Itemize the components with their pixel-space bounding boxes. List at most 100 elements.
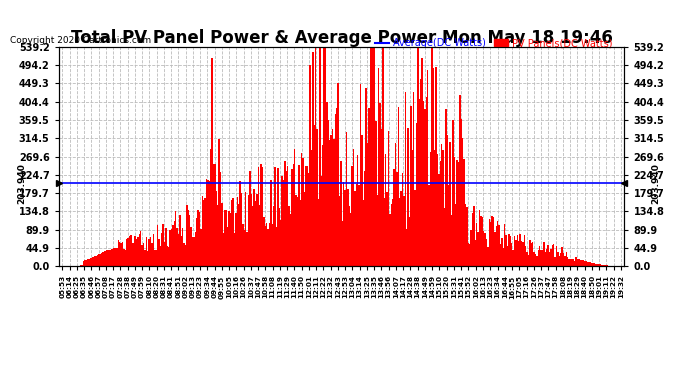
Bar bbox=[487, 247, 489, 266]
Bar bbox=[393, 169, 395, 266]
Bar bbox=[484, 233, 486, 266]
Bar bbox=[506, 246, 508, 266]
Bar bbox=[504, 224, 505, 266]
Bar bbox=[440, 161, 441, 266]
Bar bbox=[491, 216, 493, 266]
Bar bbox=[130, 235, 132, 266]
Bar bbox=[165, 228, 166, 266]
Bar bbox=[355, 184, 357, 266]
Bar bbox=[475, 240, 476, 266]
Bar bbox=[306, 166, 308, 266]
Bar bbox=[294, 149, 295, 266]
Bar bbox=[365, 88, 367, 266]
Bar bbox=[129, 236, 130, 266]
Bar bbox=[362, 200, 364, 266]
Bar bbox=[386, 192, 388, 266]
Bar bbox=[242, 224, 244, 266]
Bar bbox=[312, 52, 313, 266]
Text: 203.940: 203.940 bbox=[17, 163, 26, 204]
Bar bbox=[276, 227, 277, 266]
Bar bbox=[174, 221, 175, 266]
Bar bbox=[509, 236, 511, 266]
Bar bbox=[434, 150, 435, 266]
Bar bbox=[410, 106, 411, 266]
Bar bbox=[378, 68, 380, 266]
Bar bbox=[571, 259, 573, 266]
Bar bbox=[441, 144, 442, 266]
Bar bbox=[196, 218, 197, 266]
Bar bbox=[402, 174, 403, 266]
Bar bbox=[336, 108, 337, 266]
Bar bbox=[588, 262, 589, 266]
Bar bbox=[108, 250, 109, 266]
Bar bbox=[139, 234, 140, 266]
Bar bbox=[600, 265, 602, 266]
Bar bbox=[427, 70, 428, 266]
Bar bbox=[97, 255, 98, 266]
Bar bbox=[146, 237, 147, 266]
Bar bbox=[310, 150, 312, 266]
Bar bbox=[150, 237, 151, 266]
Bar bbox=[264, 226, 266, 266]
Bar bbox=[407, 128, 408, 266]
Bar bbox=[186, 205, 188, 266]
Bar bbox=[326, 102, 328, 266]
Bar bbox=[498, 225, 500, 266]
Bar bbox=[521, 242, 522, 266]
Bar bbox=[339, 196, 340, 266]
Bar bbox=[453, 157, 455, 266]
Bar bbox=[426, 97, 427, 266]
Bar bbox=[428, 185, 430, 266]
Bar bbox=[119, 242, 120, 266]
Bar bbox=[188, 210, 189, 266]
Bar bbox=[489, 219, 490, 266]
Bar bbox=[539, 246, 540, 266]
Bar bbox=[389, 214, 391, 266]
Bar bbox=[408, 217, 410, 266]
Bar bbox=[325, 47, 326, 266]
Bar bbox=[88, 259, 90, 266]
Bar bbox=[536, 256, 538, 266]
Bar bbox=[538, 250, 539, 266]
Bar bbox=[364, 171, 365, 266]
Bar bbox=[144, 251, 146, 266]
Bar bbox=[199, 212, 200, 266]
Bar bbox=[228, 211, 230, 266]
Bar bbox=[259, 205, 260, 266]
Bar bbox=[94, 256, 95, 266]
Bar bbox=[367, 144, 368, 266]
Bar bbox=[263, 217, 264, 266]
Bar bbox=[203, 200, 204, 266]
Bar bbox=[563, 254, 564, 266]
Bar bbox=[460, 119, 462, 266]
Bar bbox=[329, 140, 331, 266]
Bar bbox=[524, 235, 525, 266]
Bar bbox=[164, 242, 165, 266]
Bar bbox=[451, 215, 452, 266]
Bar bbox=[83, 261, 84, 266]
Bar bbox=[593, 263, 595, 266]
Bar bbox=[275, 166, 276, 266]
Bar bbox=[377, 195, 378, 266]
Bar bbox=[147, 252, 148, 266]
Bar bbox=[141, 244, 143, 266]
Bar bbox=[155, 250, 157, 266]
Bar bbox=[159, 246, 161, 266]
Bar bbox=[104, 251, 105, 266]
Bar bbox=[304, 192, 305, 266]
Bar bbox=[449, 142, 451, 266]
Bar bbox=[526, 252, 528, 266]
Bar bbox=[397, 107, 399, 266]
Bar bbox=[184, 243, 185, 266]
Bar bbox=[435, 68, 437, 266]
Bar bbox=[154, 251, 155, 266]
Bar bbox=[384, 198, 385, 266]
Bar bbox=[417, 47, 419, 266]
Bar bbox=[313, 125, 315, 266]
Bar bbox=[282, 176, 283, 266]
Bar bbox=[207, 180, 208, 266]
Bar bbox=[215, 192, 217, 266]
Text: 203.940: 203.940 bbox=[651, 163, 660, 204]
Bar bbox=[102, 252, 103, 266]
Bar bbox=[109, 249, 110, 266]
